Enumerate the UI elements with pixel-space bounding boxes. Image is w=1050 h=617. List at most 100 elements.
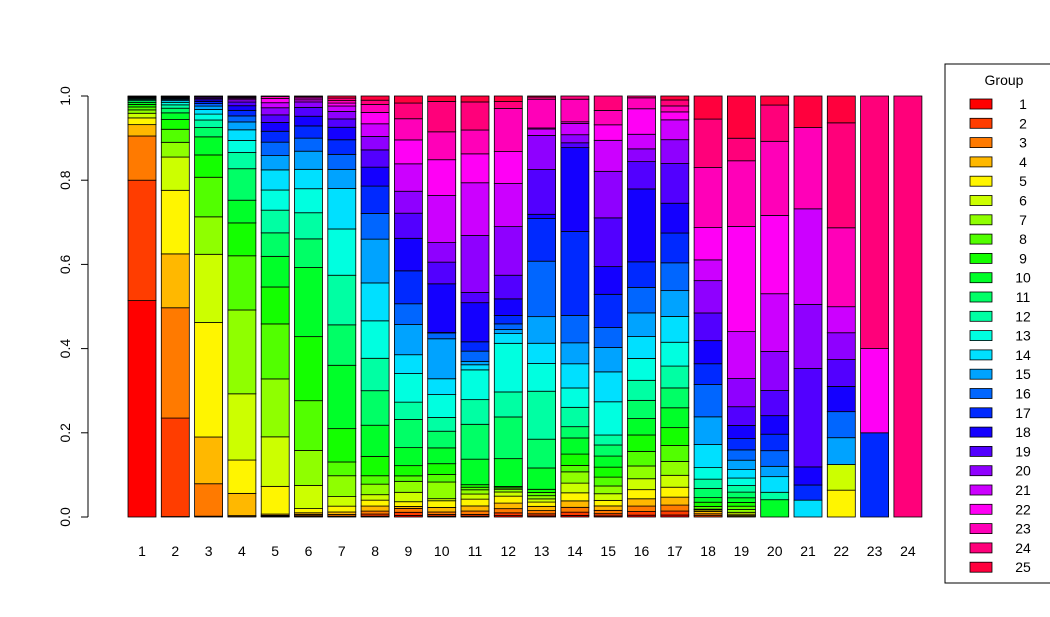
legend-label: 24	[1015, 540, 1031, 556]
bar-segment	[727, 137, 756, 162]
bar-segment	[826, 437, 856, 465]
bar-segment	[360, 320, 390, 359]
bar-segment	[627, 95, 656, 99]
bar-segment	[227, 101, 257, 107]
legend-swatch	[969, 388, 993, 399]
bar-segment	[560, 134, 590, 144]
bar-segment	[294, 336, 323, 402]
legend-label: 10	[1015, 270, 1031, 286]
x-tick-label: 16	[634, 543, 650, 559]
bar-segment	[260, 130, 290, 143]
bar-segment	[260, 286, 290, 325]
bar-segment	[760, 465, 790, 478]
bar-segment	[660, 365, 690, 389]
legend-swatch	[969, 445, 993, 457]
bar-segment	[760, 140, 790, 216]
bar-segment	[360, 357, 390, 392]
legend-label: 18	[1015, 424, 1031, 440]
bar-segment	[660, 486, 690, 498]
bar-segment	[260, 114, 290, 123]
bar-segment	[593, 95, 623, 111]
bar-segment	[826, 95, 856, 124]
y-tick-label: 0.8	[57, 170, 73, 190]
legend: Group 1234567891011121314151617181920212…	[944, 63, 1050, 584]
bar-segment	[527, 467, 556, 490]
bar-segment	[727, 160, 756, 227]
bar-segment	[560, 482, 590, 494]
bar-segment	[693, 416, 723, 445]
bar-segment	[826, 411, 856, 439]
bar-segment	[560, 142, 590, 149]
legend-label: 12	[1015, 308, 1031, 324]
bar-segment	[826, 306, 856, 334]
legend-item: 2	[969, 115, 1027, 131]
legend-swatch	[969, 117, 993, 129]
legend-swatch	[969, 214, 993, 226]
bar-segment	[294, 125, 323, 139]
bar-segment	[360, 455, 390, 477]
bar-stack	[194, 95, 224, 518]
bar-segment	[527, 135, 556, 170]
bar-segment	[393, 373, 423, 403]
bar-segment	[393, 139, 423, 165]
bar-stack	[793, 95, 823, 518]
bar-segment	[360, 238, 390, 284]
bar-segment	[393, 163, 423, 192]
legend-items: 1234567891011121314151617181920212223242…	[969, 96, 1031, 575]
bar-segment	[294, 212, 323, 240]
x-tick-label: 22	[834, 543, 850, 559]
bar-segment	[260, 141, 290, 157]
bar-segment	[227, 109, 257, 117]
legend-swatch	[969, 291, 993, 303]
bar-segment	[660, 95, 690, 101]
bar-segment	[427, 101, 457, 133]
bar-segment	[427, 447, 457, 465]
bar-segment	[660, 119, 690, 141]
bar-segment	[793, 499, 823, 518]
bar-segment	[627, 489, 656, 500]
bar-segment	[660, 262, 690, 292]
bar-segment	[627, 379, 656, 401]
legend-label: 16	[1015, 386, 1031, 402]
bar-segment	[294, 115, 323, 127]
bar-segment	[393, 507, 423, 513]
bar-segment	[693, 280, 723, 314]
bar-segment	[560, 95, 590, 100]
bar-segment	[760, 476, 790, 493]
bar-segment	[460, 302, 490, 343]
bar-segment	[393, 465, 423, 477]
bar-segment	[660, 139, 690, 164]
bar-segment	[727, 406, 756, 426]
bar-stack	[893, 95, 923, 518]
bar-segment	[560, 363, 590, 389]
bar-segment	[260, 323, 290, 380]
bar-segment	[627, 450, 656, 467]
bar-segment	[360, 149, 390, 168]
bar-segment	[260, 98, 290, 104]
bar-segment	[427, 417, 457, 432]
bar-segment	[327, 364, 357, 430]
bar-segment	[693, 497, 723, 503]
bar-segment	[493, 488, 523, 493]
bar-segment	[460, 505, 490, 512]
bar-segment	[460, 364, 490, 371]
legend-item: 3	[969, 135, 1027, 151]
x-tick-label: 12	[501, 543, 517, 559]
bar-stack	[527, 95, 556, 518]
legend-label: 19	[1015, 443, 1031, 459]
bar-segment	[393, 447, 423, 467]
bar-segment	[493, 226, 523, 276]
bar-segment	[527, 390, 556, 440]
bar-segment	[127, 300, 157, 518]
bar-segment	[360, 166, 390, 187]
legend-swatch	[969, 503, 993, 515]
bar-segment	[660, 474, 690, 488]
bar-segment	[194, 127, 224, 138]
bar-segment	[493, 458, 523, 487]
bar-segment	[826, 359, 856, 387]
legend-label: 14	[1015, 347, 1031, 363]
bar-segment	[760, 390, 790, 417]
bar-segment	[527, 488, 556, 493]
bar-segment	[294, 106, 323, 117]
bar-segment	[427, 463, 457, 475]
